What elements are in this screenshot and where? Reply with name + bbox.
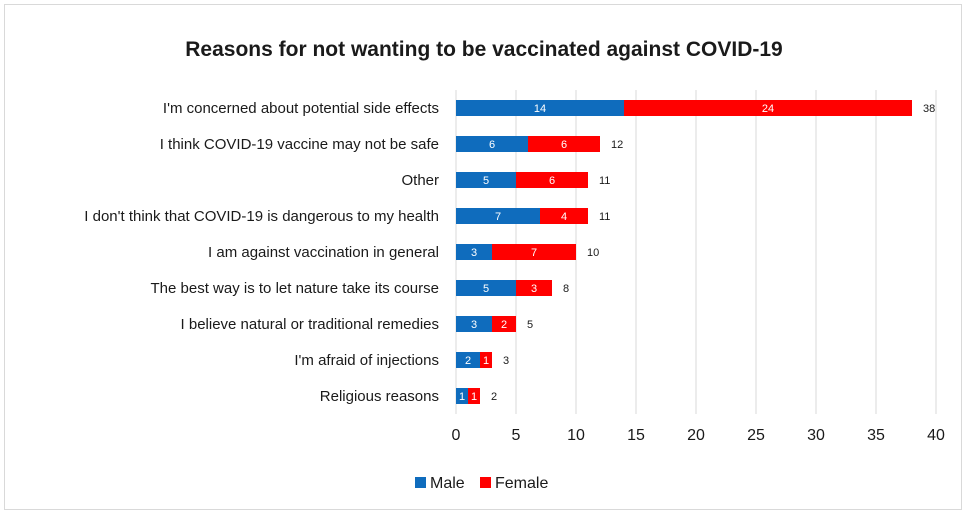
bar-female [468, 388, 480, 404]
data-label-male: 6 [489, 139, 495, 151]
bar-female [516, 172, 588, 188]
category-label: I think COVID-19 vaccine may not be safe [160, 136, 439, 153]
data-label-male: 5 [483, 175, 489, 187]
total-label: 5 [527, 319, 533, 331]
data-label-female: 1 [483, 355, 489, 367]
x-tick-label: 25 [747, 427, 765, 444]
bars: 14 24 386 6 125 6 117 4 113 7 105 3 83 2 52 1 31 1 2 [456, 100, 935, 404]
bar-male [456, 100, 624, 116]
x-tick-label: 10 [567, 427, 585, 444]
bar-female [624, 100, 912, 116]
bar-male [456, 172, 516, 188]
total-label: 3 [503, 355, 509, 367]
bar-male [456, 280, 516, 296]
data-label-male: 3 [471, 319, 477, 331]
category-label: I'm afraid of injections [294, 352, 439, 369]
data-label-female: 2 [501, 319, 507, 331]
x-tick-label: 35 [867, 427, 885, 444]
bar-female [492, 244, 576, 260]
bar-female [480, 352, 492, 368]
x-axis-ticks: 0 5 10 15 20 25 30 35 40 [452, 427, 945, 444]
x-tick-label: 20 [687, 427, 705, 444]
bar-male [456, 244, 492, 260]
legend-swatch-male [415, 477, 426, 488]
total-label: 11 [599, 175, 610, 187]
bar-male [456, 352, 480, 368]
data-label-male: 7 [495, 211, 501, 223]
x-tick-label: 5 [512, 427, 521, 444]
data-label-female: 6 [549, 175, 555, 187]
x-tick-label: 15 [627, 427, 645, 444]
data-label-male: 3 [471, 247, 477, 259]
bar-female [528, 136, 600, 152]
data-label-male: 14 [534, 103, 546, 115]
total-label: 38 [923, 103, 935, 115]
data-label-female: 4 [561, 211, 567, 223]
bar-female [540, 208, 588, 224]
data-label-male: 2 [465, 355, 471, 367]
data-label-female: 24 [762, 103, 774, 115]
data-label-female: 3 [531, 283, 537, 295]
x-tick-label: 40 [927, 427, 945, 444]
data-label-male: 1 [459, 391, 465, 403]
bar-female [516, 280, 552, 296]
data-label-male: 5 [483, 283, 489, 295]
bar-male [456, 316, 492, 332]
total-label: 11 [599, 211, 610, 223]
legend-swatch-female [480, 477, 491, 488]
chart-title: Reasons for not wanting to be vaccinated… [185, 38, 782, 61]
bar-female [492, 316, 516, 332]
total-label: 8 [563, 283, 569, 295]
bar-male [456, 208, 540, 224]
x-tick-label: 30 [807, 427, 825, 444]
bar-male [456, 388, 468, 404]
data-label-female: 7 [531, 247, 537, 259]
bar-male [456, 136, 528, 152]
total-label: 2 [491, 391, 497, 403]
data-label-female: 6 [561, 139, 567, 151]
category-label: I believe natural or traditional remedie… [181, 316, 439, 333]
category-label: Other [401, 172, 439, 189]
legend: Male Female [415, 475, 548, 492]
total-label: 12 [611, 139, 623, 151]
category-labels: I'm concerned about potential side effec… [84, 100, 439, 405]
data-label-female: 1 [471, 391, 477, 403]
category-label: I'm concerned about potential side effec… [163, 100, 439, 117]
total-label: 10 [587, 247, 599, 259]
category-label: The best way is to let nature take its c… [151, 280, 439, 297]
category-label: I am against vaccination in general [208, 244, 439, 261]
legend-label-male: Male [430, 475, 465, 492]
legend-label-female: Female [495, 475, 548, 492]
category-label: I don't think that COVID-19 is dangerous… [84, 208, 439, 225]
category-label: Religious reasons [320, 388, 439, 405]
x-tick-label: 0 [452, 427, 461, 444]
